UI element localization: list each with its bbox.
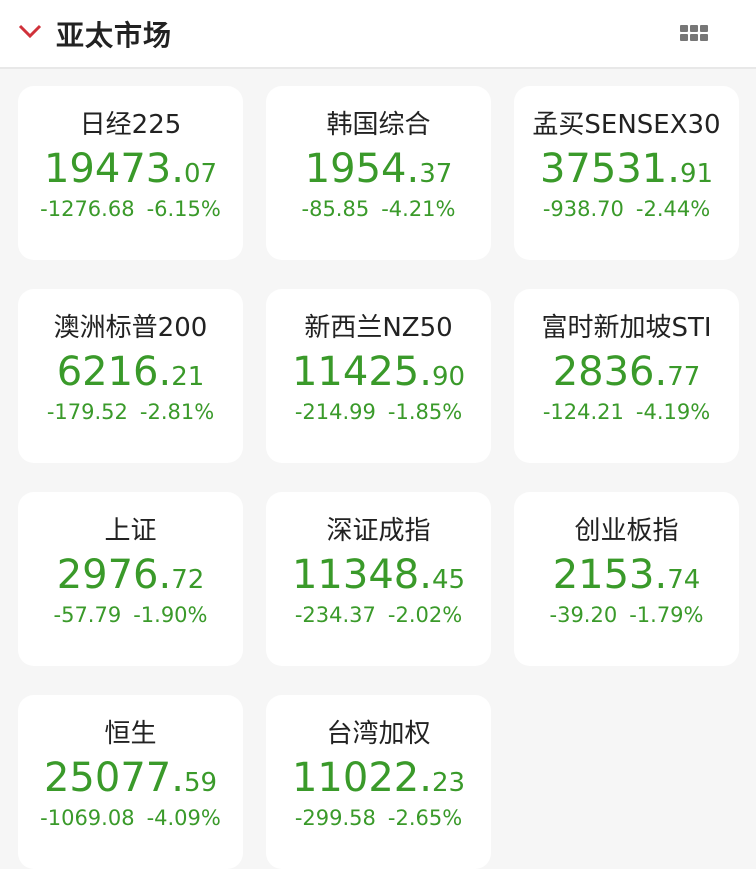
price-integer: 11022. [291,755,432,801]
price-decimal: 77 [667,362,701,392]
price-decimal: 23 [431,768,466,798]
index-price: 2153.74 [514,552,739,598]
index-name: 孟买SENSEX30 [532,110,721,140]
index-price: 11425.90 [266,349,491,395]
price-integer: 2153. [552,552,668,598]
index-price: 2976.72 [18,552,243,598]
grid-menu-icon[interactable] [680,25,708,41]
price-decimal: 59 [183,768,218,798]
change-value: -214.99 [294,400,376,424]
index-price: 1954.37 [266,146,491,192]
index-name: 富时新加坡STI [541,313,712,343]
price-decimal: 07 [183,159,218,189]
price-decimal: 37 [419,159,453,189]
change-percent: -2.81% [139,400,215,424]
change-value: -299.58 [294,806,376,830]
index-card-grid: 日经225 19473.07 -1276.68 -6.15% 韩国综合 1954.3… [18,86,739,869]
index-card[interactable]: 台湾加权 11022.23 -299.58 -2.65% [266,695,491,869]
index-name: 创业板指 [574,516,679,546]
index-change: -1276.68 -6.15% [18,197,243,221]
change-value: -39.20 [549,603,618,627]
index-change: -57.79 -1.90% [18,603,243,627]
index-change: -1069.08 -4.09% [18,806,243,830]
price-integer: 11348. [291,552,432,598]
price-decimal: 91 [679,159,714,189]
index-card[interactable]: 富时新加坡STI 2836.77 -124.21 -4.19% [514,289,739,463]
index-name: 新西兰NZ50 [304,313,453,343]
index-price: 11348.45 [266,552,491,598]
price-decimal: 21 [171,362,205,392]
change-percent: -2.44% [635,197,711,221]
index-card[interactable]: 深证成指 11348.45 -234.37 -2.02% [266,492,491,666]
change-percent: -1.85% [387,400,463,424]
index-card[interactable]: 上证 2976.72 -57.79 -1.90% [18,492,243,666]
change-percent: -1.90% [133,603,208,627]
change-value: -1276.68 [40,197,135,221]
index-change: -179.52 -2.81% [18,400,243,424]
index-change: -39.20 -1.79% [514,603,739,627]
change-percent: -2.65% [387,806,463,830]
index-price: 6216.21 [18,349,243,395]
index-price: 37531.91 [514,146,739,192]
price-decimal: 45 [431,565,466,595]
index-card[interactable]: 创业板指 2153.74 -39.20 -1.79% [514,492,739,666]
price-integer: 6216. [56,349,172,395]
section-title: 亚太市场 [56,19,173,52]
change-percent: -4.21% [381,197,456,221]
change-value: -124.21 [542,400,624,424]
index-change: -214.99 -1.85% [266,400,491,424]
index-change: -938.70 -2.44% [514,197,739,221]
index-name: 深证成指 [326,516,431,546]
index-price: 19473.07 [18,146,243,192]
price-integer: 37531. [539,146,680,192]
price-decimal: 72 [171,565,205,595]
chevron-down-icon[interactable] [18,24,42,38]
index-price: 25077.59 [18,755,243,801]
change-value: -85.85 [301,197,370,221]
index-name: 台湾加权 [326,719,431,749]
index-name: 恒生 [104,719,157,749]
index-name: 日经225 [79,110,182,140]
price-integer: 11425. [291,349,432,395]
index-price: 11022.23 [266,755,491,801]
change-value: -938.70 [542,197,624,221]
index-name: 上证 [104,516,157,546]
change-percent: -2.02% [387,603,463,627]
change-percent: -4.19% [635,400,711,424]
index-card[interactable]: 澳洲标普200 6216.21 -179.52 -2.81% [18,289,243,463]
price-integer: 19473. [43,146,184,192]
price-decimal: 90 [431,362,466,392]
change-percent: -1.79% [629,603,704,627]
price-decimal: 74 [667,565,701,595]
index-card[interactable]: 恒生 25077.59 -1069.08 -4.09% [18,695,243,869]
index-change: -85.85 -4.21% [266,197,491,221]
price-integer: 25077. [43,755,184,801]
index-card[interactable]: 孟买SENSEX30 37531.91 -938.70 -2.44% [514,86,739,260]
change-value: -1069.08 [40,806,135,830]
index-change: -299.58 -2.65% [266,806,491,830]
change-percent: -4.09% [146,806,221,830]
change-value: -234.37 [294,603,376,627]
price-integer: 2976. [56,552,172,598]
index-change: -234.37 -2.02% [266,603,491,627]
price-integer: 1954. [304,146,420,192]
index-price: 2836.77 [514,349,739,395]
change-percent: -6.15% [146,197,221,221]
index-name: 韩国综合 [326,110,431,140]
change-value: -57.79 [53,603,122,627]
index-name: 澳洲标普200 [53,313,208,343]
price-integer: 2836. [552,349,668,395]
change-value: -179.52 [46,400,128,424]
index-card[interactable]: 新西兰NZ50 11425.90 -214.99 -1.85% [266,289,491,463]
index-card[interactable]: 韩国综合 1954.37 -85.85 -4.21% [266,86,491,260]
section-header: 亚太市场 [0,0,756,69]
index-change: -124.21 -4.19% [514,400,739,424]
index-card[interactable]: 日经225 19473.07 -1276.68 -6.15% [18,86,243,260]
